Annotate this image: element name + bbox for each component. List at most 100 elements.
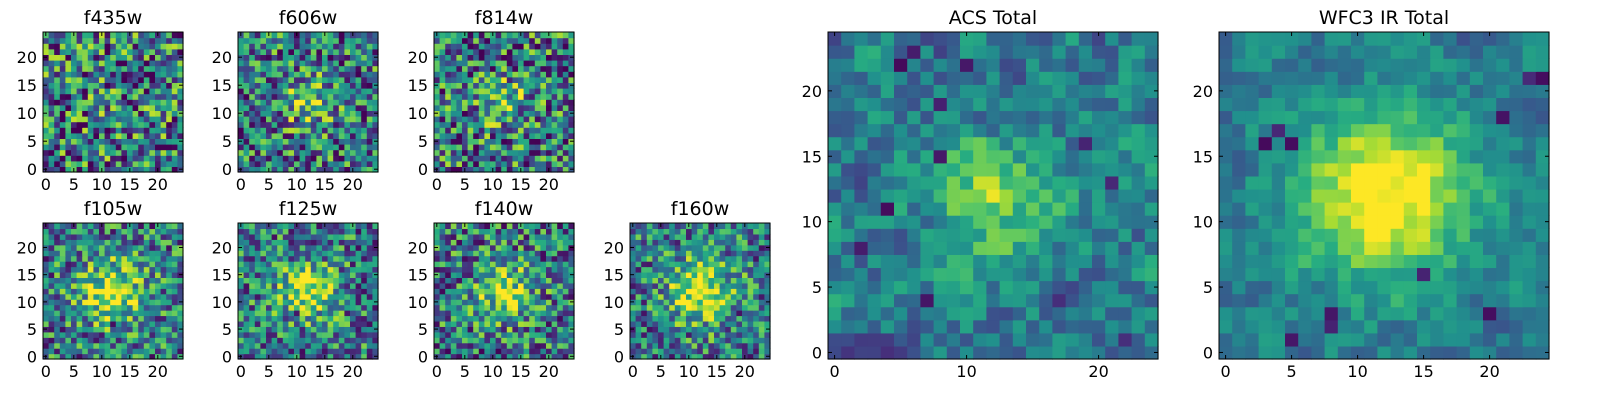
- pixel-cell: [534, 353, 541, 360]
- pixel-cell: [512, 71, 519, 78]
- pixel-cell: [177, 132, 184, 139]
- pixel-cell: [260, 315, 267, 322]
- pixel-cell: [249, 32, 256, 39]
- pixel-cell: [166, 160, 173, 167]
- pixel-cell: [1092, 241, 1106, 255]
- pixel-cell: [166, 149, 173, 156]
- pixel-cell: [104, 60, 111, 67]
- pixel-cell: [557, 32, 564, 39]
- pixel-cell: [880, 162, 895, 177]
- pixel-cell: [630, 331, 637, 338]
- pixel-cell: [946, 345, 961, 360]
- pixel-cell: [294, 299, 301, 306]
- pixel-cell: [641, 304, 648, 311]
- pixel-cell: [254, 255, 261, 262]
- pixel-cell: [730, 293, 737, 300]
- pixel-cell: [82, 299, 89, 306]
- pixel-cell: [87, 37, 94, 44]
- pixel-cell: [282, 43, 289, 50]
- pixel-cell: [171, 32, 178, 39]
- pixel-cell: [674, 228, 681, 235]
- pixel-cell: [708, 337, 715, 344]
- pixel-cell: [697, 261, 704, 268]
- pixel-cell: [960, 319, 974, 334]
- pixel-cell: [71, 315, 78, 322]
- pixel-cell: [266, 65, 273, 72]
- pixel-cell: [327, 223, 334, 230]
- pixel-cell: [99, 342, 106, 349]
- pixel-cell: [551, 244, 558, 251]
- pixel-cell: [93, 304, 100, 311]
- pixel-cell: [753, 250, 760, 257]
- pixel-cell: [266, 160, 273, 167]
- pixel-cell: [523, 160, 530, 167]
- pixel-cell: [1105, 332, 1119, 347]
- pixel-cell: [1144, 162, 1159, 177]
- pixel-cell: [1105, 175, 1119, 190]
- pixel-cell: [110, 88, 117, 95]
- pixel-cell: [669, 282, 676, 289]
- pixel-cell: [87, 239, 94, 246]
- pixel-cell: [93, 121, 100, 128]
- pixel-cell: [686, 277, 693, 284]
- pixel-cell: [155, 54, 162, 61]
- pixel-cell: [361, 43, 368, 50]
- pixel-cell: [271, 233, 278, 240]
- pixel-cell: [277, 337, 284, 344]
- pixel-cell: [546, 155, 553, 162]
- pixel-cell: [663, 266, 670, 273]
- pixel-cell: [127, 255, 134, 262]
- pixel-cell: [456, 116, 463, 123]
- pixel-cell: [344, 233, 351, 240]
- pixel-cell: [747, 266, 754, 273]
- pixel-cell: [758, 282, 765, 289]
- pixel-cell: [456, 239, 463, 246]
- pixel-cell: [138, 121, 145, 128]
- pixel-cell: [753, 348, 760, 355]
- pixel-cell: [166, 48, 173, 55]
- pixel-cell: [277, 32, 284, 39]
- pixel-cell: [736, 250, 743, 257]
- pixel-cell: [894, 254, 908, 269]
- pixel-cell: [294, 326, 301, 333]
- pixel-cell: [254, 116, 261, 123]
- pixel-cell: [439, 353, 446, 360]
- pixel-cell: [344, 99, 351, 106]
- pixel-cell: [299, 337, 306, 344]
- pixel-cell: [372, 239, 379, 246]
- pixel-cell: [355, 54, 362, 61]
- pixel-cell: [243, 331, 250, 338]
- x-tick-label: 10: [483, 362, 503, 381]
- pixel-cell: [652, 233, 659, 240]
- pixel-cell: [76, 310, 83, 317]
- pixel-cell: [730, 337, 737, 344]
- pixel-cell: [43, 337, 50, 344]
- pixel-cell: [439, 239, 446, 246]
- pixel-cell: [344, 250, 351, 257]
- pixel-cell: [271, 104, 278, 111]
- pixel-cell: [473, 266, 480, 273]
- pixel-cell: [333, 43, 340, 50]
- pixel-cell: [478, 228, 485, 235]
- pixel-cell: [333, 233, 340, 240]
- pixel-cell: [115, 353, 122, 360]
- pixel-cell: [714, 304, 721, 311]
- pixel-cell: [562, 99, 569, 106]
- pixel-cell: [1039, 202, 1053, 216]
- pixel-cell: [143, 261, 150, 268]
- pixel-cell: [299, 32, 306, 39]
- pixel-cell: [1118, 306, 1133, 321]
- pixel-cell: [1052, 215, 1067, 229]
- y-tick-label: 5: [27, 132, 37, 151]
- pixel-cell: [99, 121, 106, 128]
- pixel-cell: [43, 266, 50, 273]
- pixel-cell: [557, 71, 564, 78]
- pixel-cell: [121, 266, 128, 273]
- pixel-cell: [155, 82, 162, 89]
- pixel-cell: [333, 88, 340, 95]
- pixel-cell: [372, 223, 379, 230]
- pixel-cell: [160, 299, 167, 306]
- panel-title: f105w: [84, 198, 143, 220]
